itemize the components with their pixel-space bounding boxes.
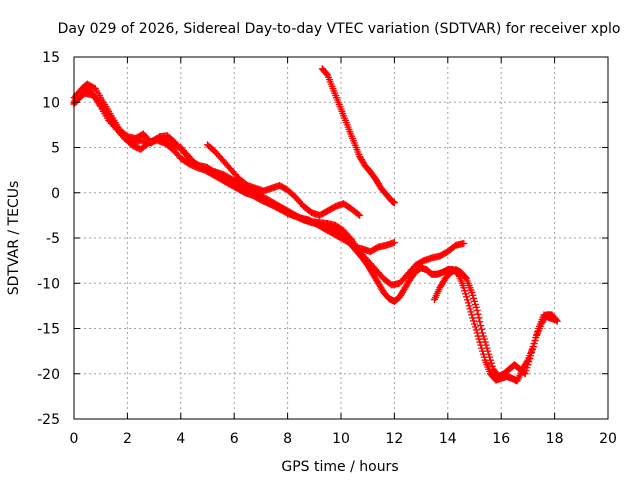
data-point <box>460 284 468 292</box>
data-point <box>488 362 496 370</box>
data-point <box>479 332 487 340</box>
data-point <box>527 352 535 360</box>
y-tick-label: -5 <box>46 231 60 247</box>
y-tick-label: 10 <box>42 95 60 111</box>
y-tick-label: -10 <box>37 276 60 292</box>
data-point <box>472 303 480 311</box>
x-tick-label: 16 <box>492 431 510 447</box>
data-point <box>481 338 489 346</box>
data-point <box>553 317 561 325</box>
data-point <box>552 316 560 324</box>
data-point <box>526 355 534 363</box>
y-tick-label: -15 <box>37 322 60 338</box>
data-series-arc-6 <box>430 266 561 380</box>
x-tick-label: 8 <box>283 431 292 447</box>
data-point <box>463 296 471 304</box>
data-point <box>531 337 539 345</box>
data-point <box>462 293 470 301</box>
data-point <box>468 288 476 296</box>
data-point <box>480 335 488 343</box>
data-point <box>477 321 485 329</box>
x-tick-label: 6 <box>230 431 239 447</box>
y-tick-label: 15 <box>42 50 60 66</box>
data-point <box>528 346 536 354</box>
data-point <box>483 344 491 352</box>
x-tick-label: 0 <box>70 431 79 447</box>
data-point <box>462 290 470 298</box>
data-point <box>529 343 537 351</box>
data-point <box>530 340 538 348</box>
data-point <box>473 306 481 314</box>
data-point <box>470 317 478 325</box>
x-tick-label: 10 <box>332 431 350 447</box>
data-point <box>466 305 474 313</box>
data-point <box>521 370 529 378</box>
tick-layer: 0 2 4 6 8 10 12 14 16 18 20 -25 -20 -15 -10 -5 0 5 10 15 <box>37 50 617 447</box>
y-tick-label: 5 <box>51 141 60 157</box>
data-point <box>523 364 531 372</box>
data-point <box>471 297 478 305</box>
data-point <box>524 361 532 369</box>
data-point <box>464 299 472 307</box>
chart-title: Day 029 of 2026, Sidereal Day-to-day VTE… <box>58 21 621 37</box>
y-tick-label: 0 <box>51 186 60 202</box>
data-layer <box>70 65 561 385</box>
data-point <box>486 353 494 361</box>
data-point <box>472 326 480 334</box>
data-point <box>479 329 487 337</box>
data-point <box>475 314 483 322</box>
data-point <box>482 341 490 349</box>
x-tick-label: 4 <box>176 431 185 447</box>
data-point <box>470 294 478 302</box>
y-axis-label: SDTVAR / TECUs <box>6 181 22 296</box>
data-point <box>487 356 495 364</box>
data-point <box>354 210 362 218</box>
data-point <box>478 325 486 333</box>
data-point <box>471 320 478 328</box>
data-point <box>461 287 469 295</box>
data-point <box>390 199 398 207</box>
data-point <box>525 358 533 366</box>
data-point <box>522 367 530 375</box>
data-point <box>468 311 476 319</box>
data-series-arc-3 <box>70 89 398 256</box>
data-point <box>469 314 477 322</box>
data-point <box>485 350 493 358</box>
data-series-arc-5 <box>318 65 398 207</box>
x-tick-label: 14 <box>439 431 457 447</box>
x-tick-label: 18 <box>546 431 564 447</box>
y-tick-label: -25 <box>37 412 60 428</box>
data-point <box>527 349 535 357</box>
x-tick-label: 20 <box>599 431 617 447</box>
data-point <box>471 300 479 308</box>
data-point <box>476 318 484 326</box>
data-point <box>390 239 398 247</box>
data-point <box>487 359 495 367</box>
x-tick-label: 2 <box>123 431 132 447</box>
data-point <box>467 308 475 316</box>
data-series-arc-4 <box>204 141 364 219</box>
data-point <box>484 347 492 355</box>
data-point <box>471 323 479 331</box>
data-point <box>460 239 468 247</box>
x-tick-label: 12 <box>385 431 403 447</box>
data-point <box>469 291 477 299</box>
data-point <box>356 211 364 219</box>
data-point <box>465 302 473 310</box>
y-tick-label: -20 <box>37 367 60 383</box>
x-axis-label: GPS time / hours <box>281 459 398 475</box>
data-point <box>474 310 482 318</box>
